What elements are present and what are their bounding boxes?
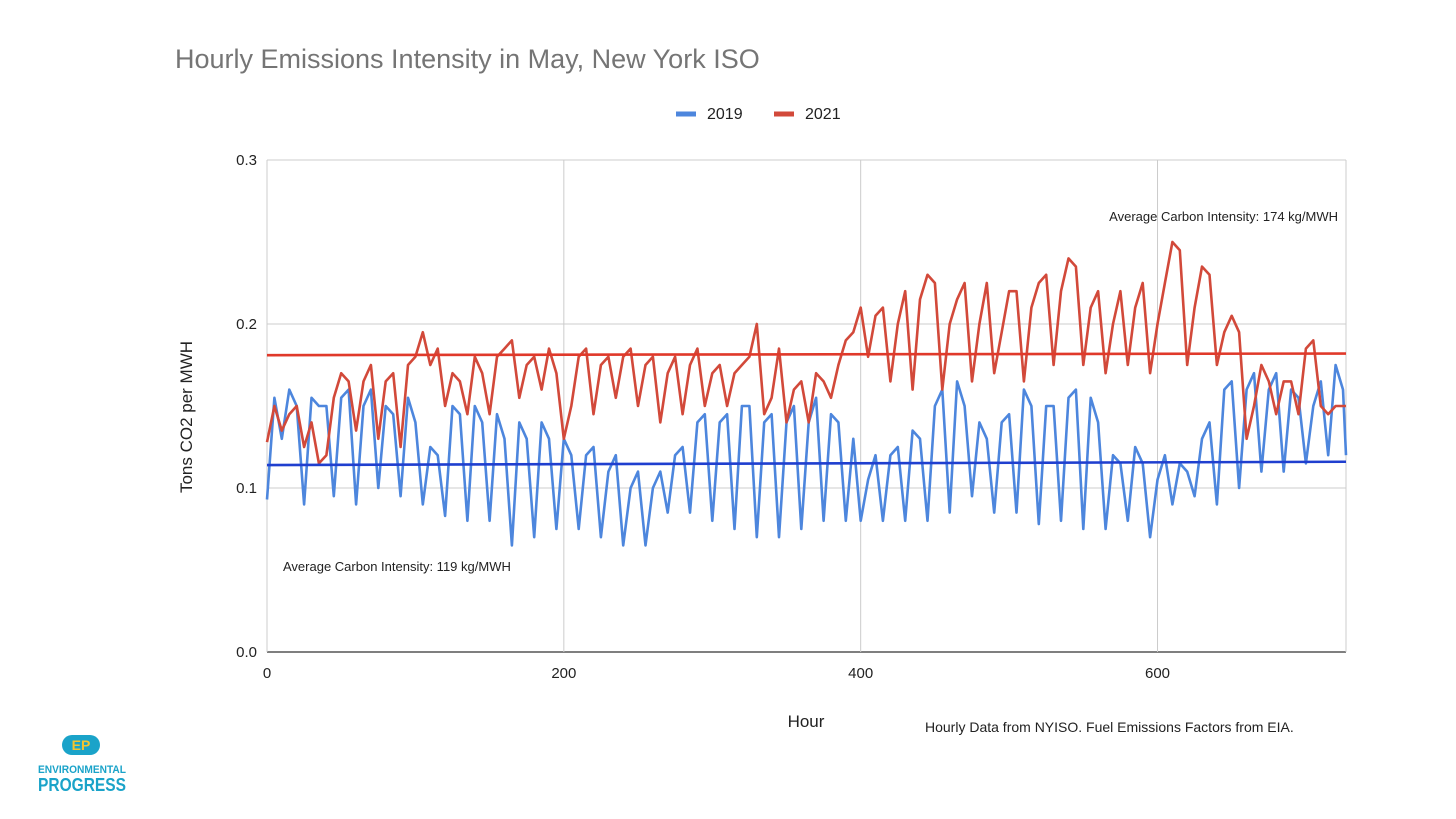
average-line-2021 — [266, 352, 1347, 357]
chart-title: Hourly Emissions Intensity in May, New Y… — [175, 44, 760, 74]
ep-logo-icon: EP — [62, 735, 100, 755]
environmental-progress-logo: EP ENVIRONMENTAL PROGRESS — [38, 735, 126, 795]
logo-line1: ENVIRONMENTAL — [38, 764, 126, 776]
y-tick-label-2: 0.2 — [236, 316, 257, 333]
x-axis-ticks: 0 200 400 600 — [263, 665, 1170, 682]
legend: 2019 2021 — [676, 106, 841, 123]
x-tick-label-3: 600 — [1145, 665, 1170, 682]
x-tick-label-1: 200 — [551, 665, 576, 682]
y-tick-label-1: 0.1 — [236, 480, 257, 497]
source-note: Hourly Data from NYISO. Fuel Emissions F… — [925, 719, 1294, 735]
annotation-2019-average: Average Carbon Intensity: 119 kg/MWH — [283, 559, 511, 574]
y-tick-label-0: 0.0 — [236, 644, 257, 661]
legend-label-2021: 2021 — [805, 106, 841, 123]
annotation-2021-average: Average Carbon Intensity: 174 kg/MWH — [1109, 209, 1338, 224]
logo-line2: PROGRESS — [38, 775, 126, 795]
average-line-2019 — [266, 460, 1347, 467]
average-lines — [266, 352, 1347, 467]
series-layer — [265, 240, 1348, 547]
x-tick-label-0: 0 — [263, 665, 271, 682]
x-axis-label: Hour — [788, 712, 825, 731]
series-line-2019 — [265, 363, 1348, 547]
y-axis-ticks: 0.0 0.1 0.2 0.3 — [236, 152, 257, 661]
y-tick-label-3: 0.3 — [236, 152, 257, 169]
series-line-2021 — [265, 240, 1346, 465]
x-tick-label-2: 400 — [848, 665, 873, 682]
legend-label-2019: 2019 — [707, 106, 743, 123]
logo-mark: EP — [72, 737, 91, 753]
y-axis-label: Tons CO2 per MWH — [177, 341, 196, 493]
